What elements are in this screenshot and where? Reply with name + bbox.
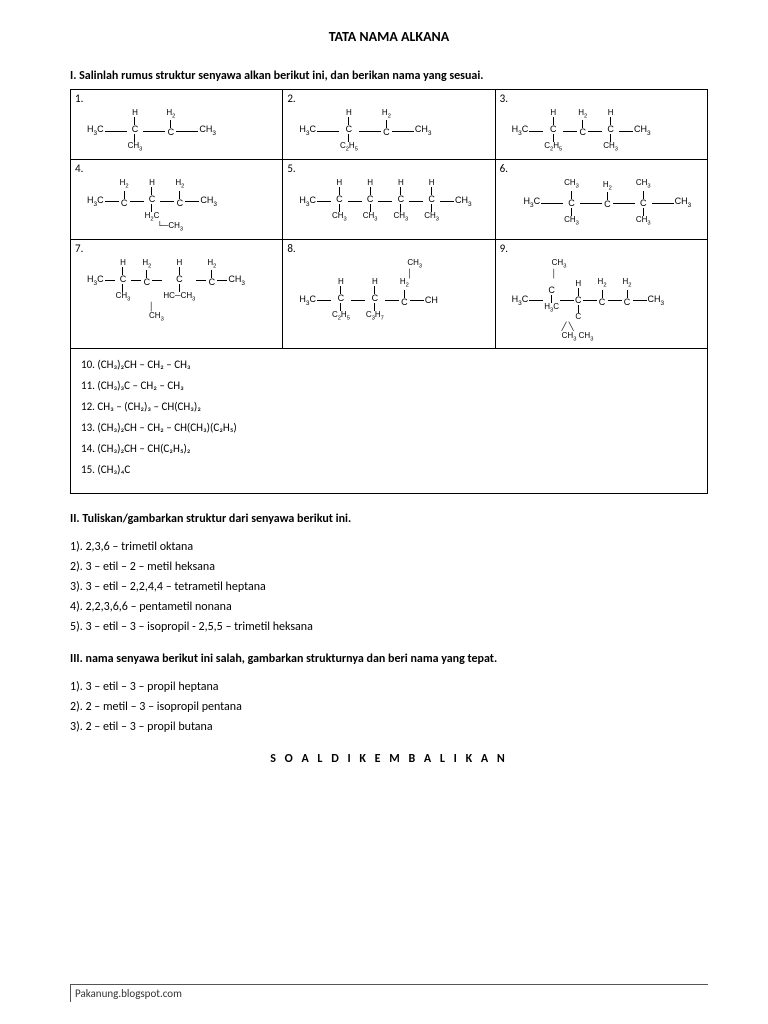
list-item: 4). 2,2,3,6,6 – pentametil nonana xyxy=(70,600,708,614)
soal-text: S O A L D I K E M B A L I K A N xyxy=(70,752,708,766)
section3-list: 1). 3 – etil – 3 – propil heptana 2). 2 … xyxy=(70,680,708,734)
structure-4: H3C H2C HCH2C H2C CH3 └─CH3 xyxy=(75,175,278,234)
cell-number: 7. xyxy=(75,242,83,255)
list-item: 1). 2,3,6 – trimetil oktana xyxy=(70,540,708,554)
cell-number: 8. xyxy=(287,242,295,255)
list-item: 2). 3 – etil – 2 – metil heksana xyxy=(70,560,708,574)
structure-7: H3C HCCH3 H2C HCHC─CH3 H2C CH3 │CH3 xyxy=(75,255,278,325)
structure-1: H3C HCCH3 H2C CH3 xyxy=(75,105,278,155)
footer-text: Pakanung.blogspot.com xyxy=(70,985,708,1002)
cell-number: 3. xyxy=(500,92,508,105)
cell-number: 6. xyxy=(500,162,508,175)
list-item: 2). 2 – metil – 3 – isopropil pentana xyxy=(70,700,708,714)
cell-number: 9. xyxy=(500,242,508,255)
structure-5: H3C HCCH3 HCCH3 HCCH3 HCCH3 CH3 xyxy=(287,175,490,225)
formula-item: 12. CH₃ – (CH₂)₃ – CH(CH₃)₂ xyxy=(81,397,697,418)
formula-item: 13. (CH₃)₂CH – CH₂ – CH(CH₃)(C₂H₅) xyxy=(81,418,697,439)
structure-3: H3C HCC2H5 H2C HCCH3 CH3 xyxy=(500,105,703,155)
list-item: 5). 3 – etil – 3 – isopropil - 2,5,5 – t… xyxy=(70,620,708,634)
formula-item: 10. (CH₃)₂CH – CH₂ – CH₃ xyxy=(81,355,697,376)
cell-number: 5. xyxy=(287,162,295,175)
cell-number: 2. xyxy=(287,92,295,105)
section1-heading: I. Salinlah rumus struktur senyawa alkan… xyxy=(70,69,708,83)
formula-item: 14. (CH₃)₂CH – CH(C₂H₅)₂ xyxy=(81,439,697,460)
list-item: 3). 3 – etil – 2,2,4,4 – tetrametil hept… xyxy=(70,580,708,594)
structure-table: 1. H3C HCCH3 H2C CH3 2. H3C HCC2H5 H2C C… xyxy=(70,89,708,494)
structure-9: CH3│ H3C CH3C HCC H2C H2C CH3 ╱ ╲CH3 CH3 xyxy=(500,255,703,345)
formula-item: 11. (CH₃)₃C – CH₂ – CH₃ xyxy=(81,376,697,397)
section2-heading: II. Tuliskan/gambarkan struktur dari sen… xyxy=(70,512,708,526)
formula-list: 10. (CH₃)₂CH – CH₂ – CH₃ 11. (CH₃)₃C – C… xyxy=(75,351,703,488)
page-title: TATA NAMA ALKANA xyxy=(70,28,708,45)
list-item: 1). 3 – etil – 3 – propil heptana xyxy=(70,680,708,694)
footer: Pakanung.blogspot.com xyxy=(70,984,708,1002)
cell-number: 1. xyxy=(75,92,83,105)
structure-8: CH3│ H3C HCC2H5 HCC3H7 H2C CH xyxy=(287,255,490,325)
structure-6: H3C CH3CCH3 H2C CH3CCH3 CH3 xyxy=(500,175,703,229)
list-item: 3). 2 – etil – 3 – propil butana xyxy=(70,720,708,734)
section3-heading: III. nama senyawa berikut ini salah, gam… xyxy=(70,652,708,666)
cell-number: 4. xyxy=(75,162,83,175)
structure-2: H3C HCC2H5 H2C CH3 xyxy=(287,105,490,155)
formula-item: 15. (CH₃)₄C xyxy=(81,460,697,481)
section2-list: 1). 2,3,6 – trimetil oktana 2). 3 – etil… xyxy=(70,540,708,634)
